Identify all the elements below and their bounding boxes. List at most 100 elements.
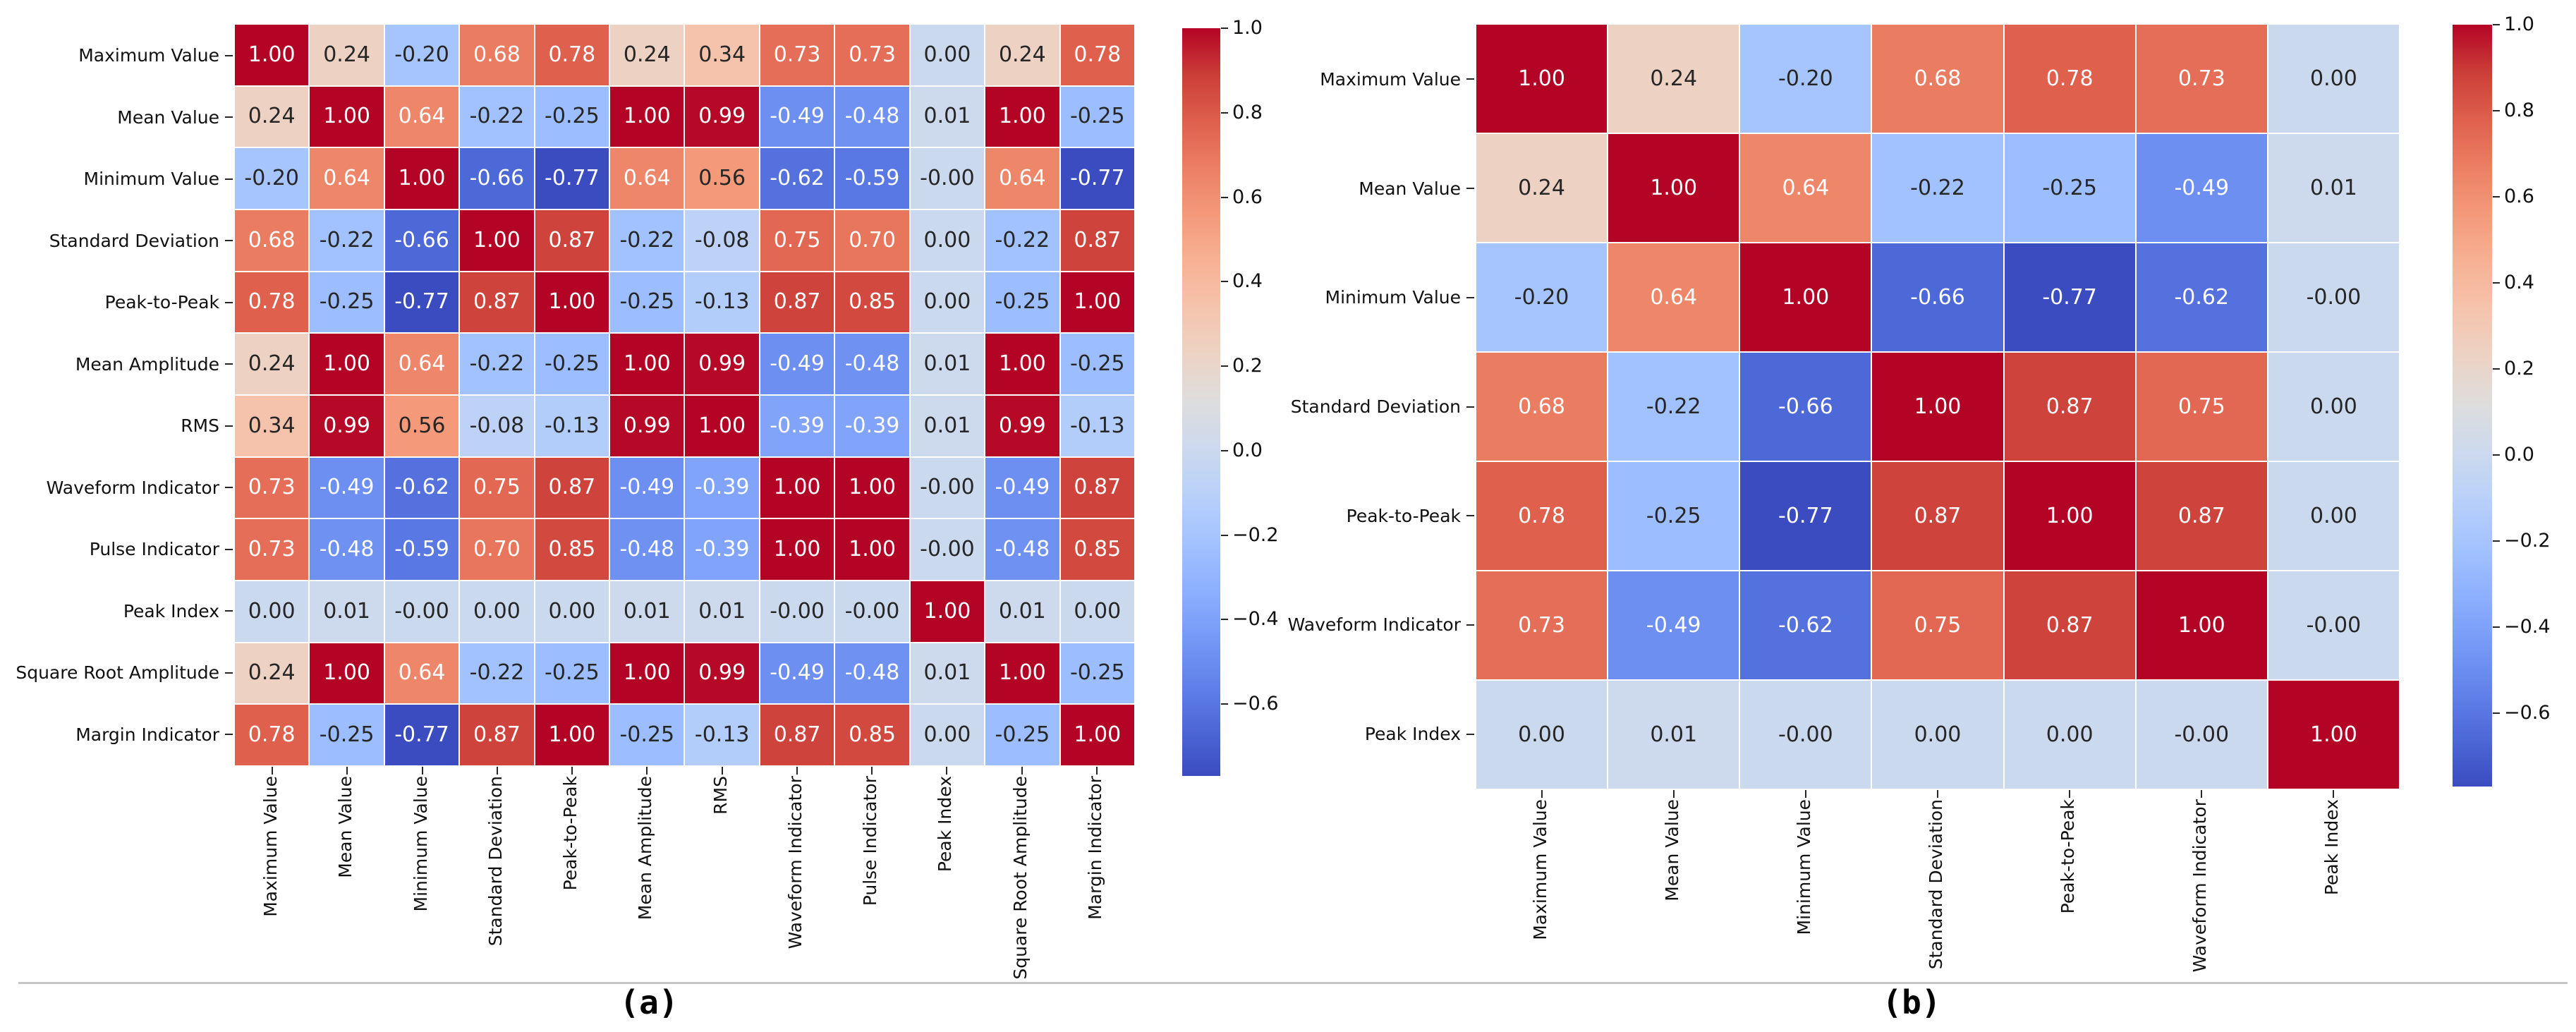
x-tick [272,767,274,775]
cell-value: 0.70 [473,537,521,562]
cell-value: -0.59 [844,166,900,191]
cell-value: -0.22 [319,227,375,253]
cell-value: -0.77 [1778,503,1833,528]
cell-value: -0.77 [2042,284,2097,310]
heatmap-cell: 0.00 [910,272,985,333]
cell-value: -0.66 [1910,284,1965,310]
cell-value: 0.00 [1074,598,1122,624]
heatmap-cell: 1.00 [835,519,909,580]
cell-value: -0.59 [394,537,449,562]
cell-value: 0.87 [2046,394,2094,419]
row-label: Maximum Value [78,45,219,66]
cell-value: -0.66 [1778,394,1833,419]
colorbar-tick-label: 0.2 [2504,358,2534,380]
heatmap-cell: 0.00 [1476,681,1608,789]
colorbar-tick-label: 0.4 [2504,272,2534,294]
heatmap-cell: 0.87 [1060,210,1134,271]
cell-value: 0.64 [398,351,446,377]
colorbar-tick [1221,28,1228,29]
col-label: Mean Value [335,776,356,878]
colorbar-tick-label: −0.6 [1232,693,1279,715]
colorbar-tick-label: −0.2 [1232,523,1279,546]
cell-value: 1.00 [548,722,596,748]
heatmap-cell: 0.68 [235,210,309,271]
cell-value: 0.00 [2046,722,2094,747]
caption-a: (a) [619,983,679,1021]
cell-value: 0.75 [2177,394,2225,419]
heatmap-cell: 0.64 [384,86,459,147]
cell-value: 0.00 [2310,66,2357,91]
cell-value: -0.25 [319,289,375,315]
heatmap-cell: 0.99 [985,395,1059,456]
cell-value: -0.25 [1069,104,1125,129]
colorbar-tick-label: 0.8 [2504,99,2534,122]
cell-value: -0.49 [619,475,675,500]
heatmap-cell: 0.99 [310,395,384,456]
cell-value: 0.64 [1782,175,1830,200]
heatmap-cell: 0.85 [835,272,909,333]
heatmap-cell: 0.56 [384,395,459,456]
cell-value: 0.56 [698,166,746,191]
cell-value: 1.00 [323,351,371,377]
cell-value: 0.99 [998,413,1046,438]
heatmap-cell: 1.00 [835,457,909,518]
heatmap-cell: 0.64 [384,334,459,394]
cell-value: -0.00 [920,537,975,562]
cell-value: -0.25 [1646,503,1701,528]
col-label: Mean Value [1662,799,1683,902]
cell-value: 0.01 [923,351,971,377]
col-label: Peak-to-Peak [560,776,581,891]
heatmap-cell: 0.00 [1060,581,1134,642]
cell-value: 1.00 [998,660,1046,686]
heatmap-cell: 1.00 [1060,272,1134,333]
cell-value: 0.73 [1518,612,1565,638]
y-tick [225,178,233,180]
cell-value: 1.00 [473,227,521,253]
y-tick [225,672,233,674]
y-tick [225,301,233,303]
heatmap-cell: 0.99 [685,86,759,147]
cell-value: -0.22 [1910,175,1965,200]
cell-value: 1.00 [398,166,446,191]
cell-value: 0.00 [1518,722,1565,747]
col-label: Waveform Indicator [2189,799,2210,973]
y-tick [1466,406,1474,408]
cell-value: -0.25 [545,660,600,686]
heatmap-cell: -0.25 [985,705,1059,765]
col-label: Standard Deviation [1926,799,1946,970]
colorbar-tick-label: 0.0 [2504,444,2534,466]
heatmap-cell: -0.25 [1060,86,1134,147]
y-tick [1466,515,1474,517]
cell-value: -0.22 [1646,394,1701,419]
cell-value: 0.01 [923,660,971,686]
heatmap-cell: 0.00 [460,581,534,642]
cell-value: 0.78 [1074,42,1122,67]
col-label: Peak Index [2321,799,2342,896]
heatmap-cell: 0.78 [1476,462,1608,570]
cell-value: -0.48 [844,351,900,377]
colorbar-tick [2493,24,2500,25]
cell-value: 0.24 [623,42,671,67]
heatmap-cell: -0.48 [985,519,1059,580]
heatmap-cell: 0.75 [2136,353,2267,461]
heatmap-cell: 1.00 [685,395,759,456]
heatmap-cell: 0.75 [460,457,534,518]
heatmap-cell: 0.85 [835,705,909,765]
heatmap-cell: -0.22 [610,210,684,271]
heatmap-cell: 1.00 [610,334,684,394]
heatmap-cell: -0.13 [535,395,609,456]
heatmap-cell: -0.77 [2004,243,2135,351]
cell-value: 1.00 [323,660,371,686]
colorbar-b [2453,25,2492,787]
heatmap-cell: 0.99 [610,395,684,456]
x-tick [2332,790,2334,798]
cell-value: 0.56 [398,413,446,438]
heatmap-cell: 0.75 [1872,571,2003,679]
x-tick [946,767,948,775]
heatmap-cell: -0.49 [760,643,834,704]
x-tick [346,767,348,775]
cell-value: -0.00 [394,598,449,624]
y-tick [225,425,233,427]
heatmap-cell: -0.62 [760,148,834,209]
cell-value: -0.25 [545,104,600,129]
